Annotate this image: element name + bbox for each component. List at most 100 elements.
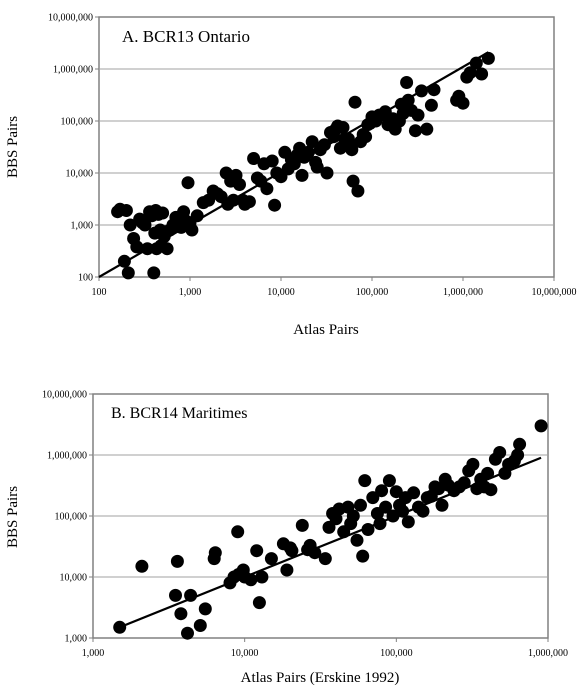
data-point — [138, 218, 152, 232]
chart-title: A. BCR13 Ontario — [122, 27, 250, 46]
data-point — [301, 145, 315, 159]
y-tick-label: 1,000,000 — [53, 65, 93, 76]
x-tick-label: 10,000,000 — [532, 287, 577, 298]
data-point — [113, 620, 127, 634]
y-tick-label: 100 — [78, 273, 93, 284]
data-point — [169, 588, 182, 602]
y-tick-label: 10,000 — [60, 573, 88, 584]
data-point — [511, 448, 525, 462]
data-point — [466, 457, 480, 471]
y-axis-label: BBS Pairs — [5, 486, 21, 548]
data-point — [295, 168, 309, 182]
data-point — [233, 178, 246, 191]
data-point — [322, 520, 336, 534]
data-point — [345, 143, 359, 157]
data-point — [310, 160, 324, 174]
x-axis-label: Atlas Pairs — [293, 322, 359, 338]
data-point — [411, 108, 425, 122]
data-point — [389, 485, 403, 499]
data-point — [375, 484, 389, 498]
data-point — [329, 512, 343, 526]
data-point — [305, 135, 319, 149]
data-point — [346, 509, 360, 523]
data-point — [359, 130, 373, 144]
data-point — [174, 607, 188, 621]
data-point — [481, 466, 495, 480]
data-point — [420, 122, 434, 136]
data-point — [456, 96, 470, 110]
data-point — [247, 152, 261, 165]
y-tick-label: 1,000 — [65, 634, 88, 645]
data-point — [156, 206, 170, 220]
data-point — [147, 266, 161, 280]
data-point — [401, 515, 415, 529]
x-tick-label: 100 — [92, 287, 107, 298]
data-point — [268, 198, 282, 212]
data-point — [260, 182, 274, 196]
data-point — [351, 184, 365, 198]
x-axis-label: Atlas Pairs (Erskine 1992) — [241, 670, 400, 686]
data-point — [208, 546, 222, 560]
data-point — [366, 491, 380, 505]
data-point — [407, 486, 421, 500]
x-tick-label: 1,000,000 — [443, 287, 483, 298]
chart-title: B. BCR14 Maritimes — [111, 405, 247, 422]
data-point — [354, 498, 367, 512]
x-tick-label: 100,000 — [380, 648, 413, 659]
data-point — [475, 67, 489, 81]
x-tick-label: 1,000,000 — [528, 648, 568, 659]
data-point — [295, 518, 309, 532]
data-point — [135, 559, 149, 573]
data-point — [534, 419, 548, 433]
data-point — [252, 596, 266, 610]
y-axis-label: BBS Pairs — [5, 116, 21, 178]
data-point — [400, 76, 414, 89]
data-point — [264, 552, 278, 566]
data-point — [265, 154, 279, 168]
data-point — [358, 474, 372, 488]
data-point — [170, 554, 184, 568]
y-tick-label: 100,000 — [61, 117, 94, 128]
data-point — [346, 174, 360, 188]
chart-a-bcr13-ontario: 100 1,000 10,000 100,000 1,000,000 10,000,000… — [5, 13, 577, 339]
data-point — [356, 549, 370, 563]
data-point — [382, 474, 396, 488]
data-point — [463, 66, 477, 80]
data-point — [250, 544, 264, 558]
data-point — [493, 446, 507, 459]
data-point — [484, 483, 498, 497]
data-point — [198, 602, 212, 616]
data-point — [416, 504, 430, 518]
data-point — [285, 544, 299, 558]
data-point — [121, 266, 135, 280]
data-point — [123, 218, 137, 232]
y-tick-label: 1,000,000 — [47, 451, 87, 462]
y-tick-label: 10,000,000 — [48, 13, 93, 24]
data-point — [193, 619, 207, 632]
y-tick-label: 10,000,000 — [42, 390, 87, 401]
chart-b-bcr14-maritimes: 1,000 10,000 100,000 1,000,000 10,000,000 1,… — [5, 390, 568, 687]
x-tick-label: 1,000 — [82, 648, 105, 659]
data-point — [320, 166, 334, 180]
data-point — [160, 242, 174, 256]
data-point — [408, 124, 422, 138]
x-tick-label: 10,000 — [231, 648, 259, 659]
data-point — [184, 588, 198, 602]
trendline — [119, 456, 542, 629]
data-point — [181, 176, 195, 190]
data-point — [318, 552, 332, 566]
data-point — [181, 626, 194, 640]
data-point — [379, 500, 393, 514]
x-tick-label: 100,000 — [356, 287, 389, 298]
data-point — [336, 121, 350, 134]
data-point — [348, 95, 362, 109]
data-point — [280, 563, 294, 577]
data-point — [457, 476, 471, 490]
data-point — [424, 98, 438, 112]
data-point — [185, 223, 199, 237]
y-tick-label: 1,000 — [71, 221, 94, 232]
data-point — [350, 533, 364, 547]
data-point — [231, 525, 245, 539]
y-tick-label: 10,000 — [66, 169, 94, 180]
x-tick-label: 1,000 — [179, 287, 202, 298]
